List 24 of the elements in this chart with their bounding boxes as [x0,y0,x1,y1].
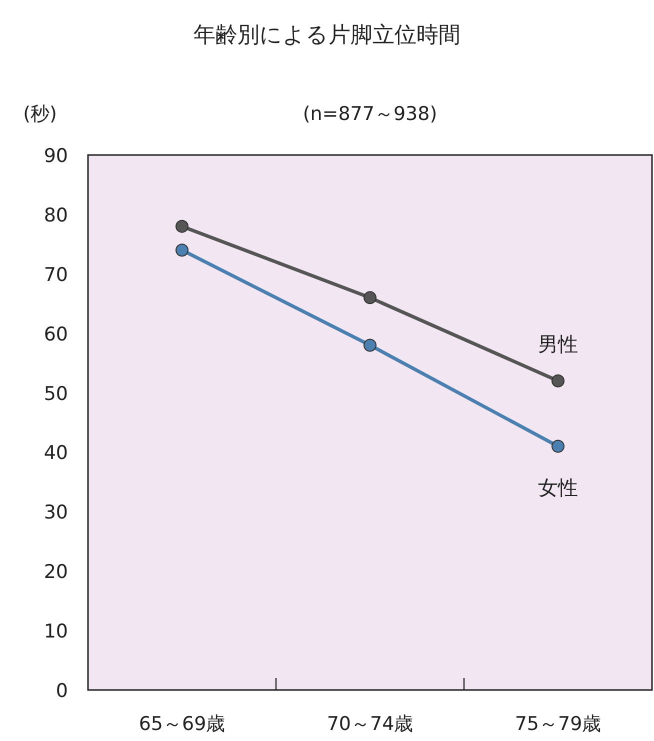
chart-title: 年齢別による片脚立位時間 [194,23,460,48]
x-tick-label: 75～79歳 [514,713,602,735]
y-tick-label: 90 [44,145,68,167]
y-tick-label: 60 [44,323,68,346]
y-axis-title: (秒) [23,103,57,125]
y-tick-label: 30 [44,502,68,524]
y-tick-label: 0 [56,680,68,702]
y-tick-label: 50 [44,382,68,405]
x-tick-label: 70～74歳 [326,713,414,735]
point [364,291,376,304]
point [364,338,376,352]
point [552,374,564,388]
point [176,220,188,233]
series-label: 女性 [538,475,578,500]
y-tick-label: 10 [44,620,68,643]
y-tick-label: 20 [44,561,68,584]
y-tick-label: 80 [44,204,68,226]
point [176,244,188,257]
x-tick-label: 65～69歳 [138,713,226,735]
point [552,440,564,453]
y-tick-label: 40 [44,442,68,464]
series-label: 男性 [538,332,578,356]
y-tick-label: 70 [44,264,68,286]
chart-subtitle: (n=877～938) [302,103,438,125]
